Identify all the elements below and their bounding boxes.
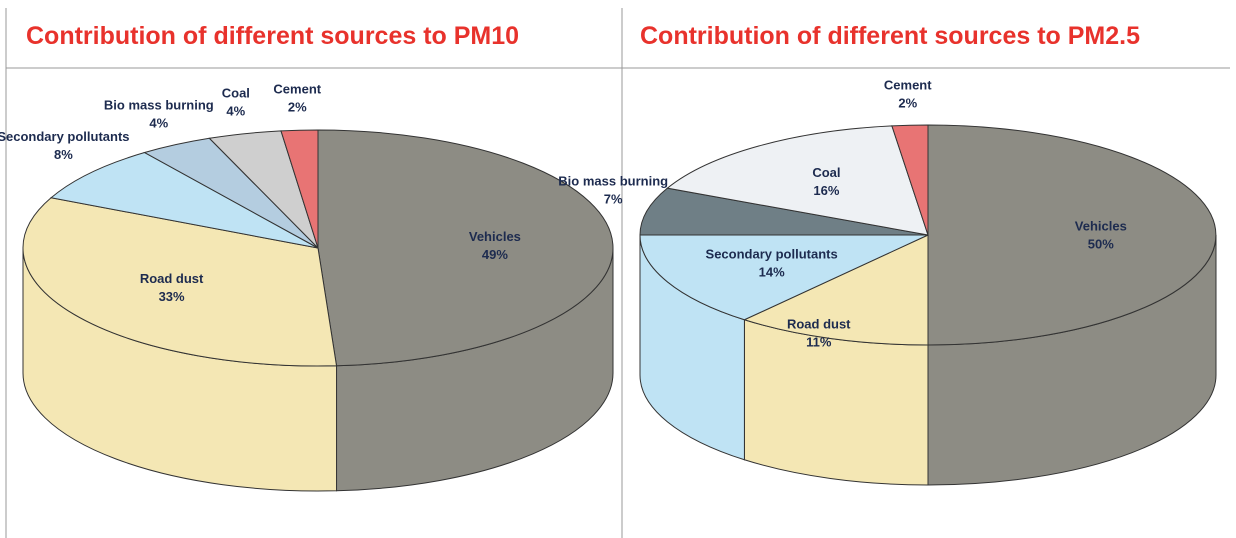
slice-value-label: 49% [482,247,508,262]
slice-value-label: 2% [288,100,307,115]
slice-value-label: 2% [898,95,917,110]
slice-label: Coal [812,165,840,180]
slice-label: Bio mass burning [104,98,214,113]
slice-label: Secondary pollutants [0,129,130,144]
slice-value-label: 11% [806,334,832,349]
chart-title: Contribution of different sources to PM1… [26,22,519,50]
page: Contribution of different sources to PM1… [0,0,1236,538]
slice-label: Road dust [787,316,851,331]
slice-value-label: 4% [149,116,168,131]
slice-label: Cement [273,82,321,97]
slice-label: Vehicles [1075,218,1127,233]
slice-value-label: 7% [604,192,623,207]
slice-label: Bio mass burning [558,174,668,189]
slice-label: Secondary pollutants [706,247,838,262]
slice-value-label: 50% [1088,236,1114,251]
slice-value-label: 16% [813,183,839,198]
slice-label: Road dust [140,271,204,286]
slice-value-label: 4% [226,103,245,118]
chart-title: Contribution of different sources to PM2… [640,22,1140,50]
slice-value-label: 14% [759,265,785,280]
slice-value-label: 8% [54,147,73,162]
slice-value-label: 33% [159,289,185,304]
slice-label: Vehicles [469,229,521,244]
slice-label: Coal [222,85,250,100]
slice-label: Cement [884,77,932,92]
